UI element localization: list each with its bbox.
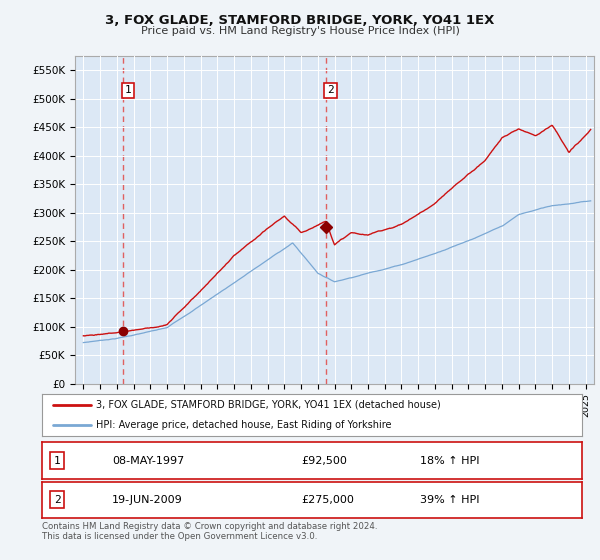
Text: 3, FOX GLADE, STAMFORD BRIDGE, YORK, YO41 1EX (detached house): 3, FOX GLADE, STAMFORD BRIDGE, YORK, YO4… <box>96 400 441 409</box>
Text: 2: 2 <box>54 495 61 505</box>
Text: 3, FOX GLADE, STAMFORD BRIDGE, YORK, YO41 1EX: 3, FOX GLADE, STAMFORD BRIDGE, YORK, YO4… <box>106 14 494 27</box>
Text: Price paid vs. HM Land Registry's House Price Index (HPI): Price paid vs. HM Land Registry's House … <box>140 26 460 36</box>
Text: £92,500: £92,500 <box>301 456 347 465</box>
Text: 19-JUN-2009: 19-JUN-2009 <box>112 495 183 505</box>
Text: 39% ↑ HPI: 39% ↑ HPI <box>420 495 479 505</box>
Text: Contains HM Land Registry data © Crown copyright and database right 2024.
This d: Contains HM Land Registry data © Crown c… <box>42 522 377 542</box>
Text: 1: 1 <box>125 85 131 95</box>
Text: 18% ↑ HPI: 18% ↑ HPI <box>420 456 479 465</box>
Text: 2: 2 <box>327 85 334 95</box>
Text: £275,000: £275,000 <box>301 495 354 505</box>
Text: 1: 1 <box>54 456 61 465</box>
Text: 08-MAY-1997: 08-MAY-1997 <box>112 456 184 465</box>
Text: HPI: Average price, detached house, East Riding of Yorkshire: HPI: Average price, detached house, East… <box>96 420 392 430</box>
